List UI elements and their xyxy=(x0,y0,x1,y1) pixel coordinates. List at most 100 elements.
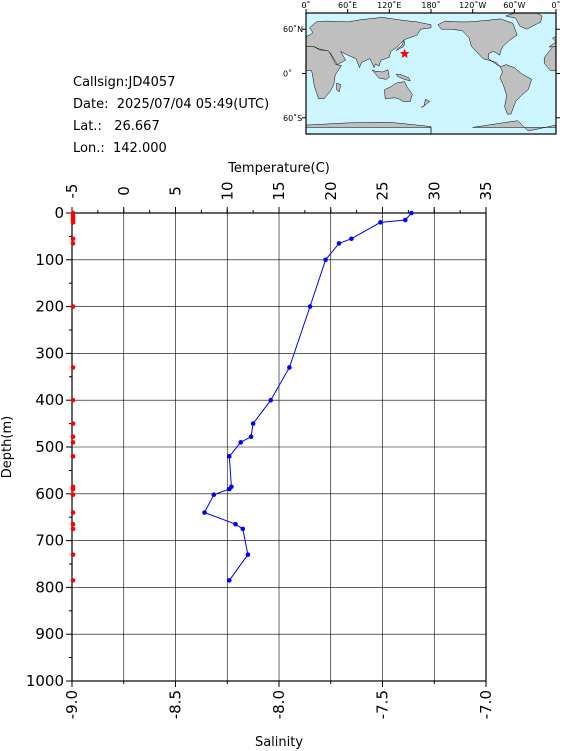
chart-tick-labels: -5 0 5 10 15 20 25 30 35 0 100 200 300 400 500 600 700 80… xyxy=(26,181,495,719)
map-land xyxy=(306,13,556,134)
date-row: Date: 2025/07/04 05:49(UTC) xyxy=(73,94,269,116)
temperature-point xyxy=(349,236,354,242)
land-shape xyxy=(396,39,405,51)
land-shape xyxy=(395,73,411,82)
land-shape xyxy=(306,45,342,99)
salinity-point xyxy=(70,521,76,527)
salinity-point xyxy=(70,492,76,498)
map-top-tick-label: 0˚ xyxy=(551,0,560,10)
temperature-point xyxy=(409,210,414,216)
depth-tick-label: 500 xyxy=(35,438,64,456)
temperature-tick-label: 10 xyxy=(218,181,236,200)
lat-label: Lat.: xyxy=(73,119,102,134)
date-label: Date: xyxy=(73,97,109,112)
temperature-point xyxy=(248,434,254,440)
callsign-value: JD4057 xyxy=(128,75,176,90)
temperature-tick-label: 25 xyxy=(374,181,392,200)
callsign-label: Callsign: xyxy=(73,75,129,90)
depth-tick-label: 300 xyxy=(35,344,64,362)
land-shape xyxy=(384,81,413,102)
salinity-tick-label: -9.0 xyxy=(63,690,81,719)
map-right-ticks: 60˚N 0˚ 60˚S xyxy=(283,24,560,123)
temperature-point xyxy=(233,521,238,527)
bottom-axis-label: Salinity xyxy=(255,735,303,750)
temperature-point xyxy=(245,552,251,557)
temperature-point xyxy=(240,526,246,532)
map-top-tick-label: 180˚ xyxy=(421,0,440,10)
lat-row: Lat.: 26.667 xyxy=(73,116,269,138)
station-marker-icon xyxy=(399,48,410,58)
salinity-point xyxy=(70,304,76,309)
salinity-point xyxy=(70,510,76,515)
temperature-point xyxy=(227,454,232,459)
station-star xyxy=(399,48,410,58)
chart-grid xyxy=(71,212,487,682)
temperature-point xyxy=(307,304,313,309)
temperature-point xyxy=(227,578,232,583)
salinity-point xyxy=(70,578,76,583)
top-axis-label: Temperature(C) xyxy=(227,161,330,176)
salinity-point xyxy=(70,486,76,492)
depth-tick-label: 400 xyxy=(35,391,64,409)
land-shape xyxy=(371,69,390,80)
left-axis-label: Depth(m) xyxy=(0,416,15,478)
temperature-tick-label: 35 xyxy=(477,181,495,200)
salinity-point xyxy=(70,526,76,532)
salinity-tick-label: -8.0 xyxy=(270,690,288,719)
salinity-point xyxy=(70,421,76,426)
salinity-point xyxy=(70,236,76,242)
land-shape xyxy=(306,121,432,134)
land-shape xyxy=(499,64,533,115)
salinity-point xyxy=(70,440,76,445)
map-top-tick-label: 60˚E xyxy=(338,0,357,10)
temperature-point xyxy=(323,257,328,263)
temperature-point xyxy=(336,241,342,246)
depth-tick-label: 900 xyxy=(35,625,64,643)
land-shape xyxy=(306,17,432,69)
depth-tick-label: 800 xyxy=(35,578,64,596)
lon-row: Lon.: 142.000 xyxy=(73,138,269,160)
land-shape xyxy=(472,120,556,132)
land-shape xyxy=(336,82,341,93)
temperature-point xyxy=(402,217,408,223)
salinity-tick-label: -7.0 xyxy=(477,690,495,719)
salinity-point xyxy=(70,434,76,440)
salinity-point xyxy=(70,397,76,403)
depth-tick-label: 200 xyxy=(35,298,64,316)
temperature-point xyxy=(211,492,217,498)
temperature-tick-label: 15 xyxy=(270,181,288,200)
temperature-point xyxy=(250,421,256,426)
temperature-point xyxy=(268,397,274,403)
salinity-point xyxy=(70,552,76,557)
temperature-tick-label: -5 xyxy=(63,184,81,199)
temperature-point xyxy=(287,365,292,370)
temperature-tick-label: 0 xyxy=(115,186,133,196)
map-lat-label: 0˚ xyxy=(283,69,292,79)
temperature-point xyxy=(238,440,244,445)
land-shape xyxy=(543,46,556,71)
map-lat-label: 60˚S xyxy=(283,113,302,123)
land-shape xyxy=(505,13,543,30)
station-info: Callsign:JD4057 Date: 2025/07/04 05:49(U… xyxy=(73,72,269,160)
map-top-ticks: 0˚ 60˚E 120˚E 180˚ 120˚W 60˚W 0˚ xyxy=(301,0,561,13)
depth-tick-label: 0 xyxy=(54,204,64,222)
salinity-point xyxy=(70,220,76,225)
temperature-point xyxy=(378,220,383,225)
salinity-tick-label: -8.5 xyxy=(167,690,185,719)
temperature-tick-label: 5 xyxy=(167,186,185,196)
salinity-point xyxy=(70,241,76,246)
salinity-point xyxy=(70,365,76,370)
map-top-tick-label: 0˚ xyxy=(301,0,310,10)
world-map: 0˚ 60˚E 120˚E 180˚ 120˚W 60˚W 0˚ 60˚N 0˚ 60˚S xyxy=(283,0,561,135)
depth-tick-label: 700 xyxy=(35,532,64,550)
temperature-tick-label: 20 xyxy=(322,181,340,200)
depth-tick-label: 600 xyxy=(35,485,64,503)
temperature-point xyxy=(227,486,232,492)
map-top-tick-label: 120˚E xyxy=(377,0,401,10)
depth-tick-label: 1000 xyxy=(26,672,64,690)
callsign-row: Callsign:JD4057 xyxy=(73,72,269,94)
temperature-point xyxy=(202,510,207,515)
map-top-tick-label: 60˚W xyxy=(503,0,525,10)
land-shape xyxy=(548,36,556,48)
